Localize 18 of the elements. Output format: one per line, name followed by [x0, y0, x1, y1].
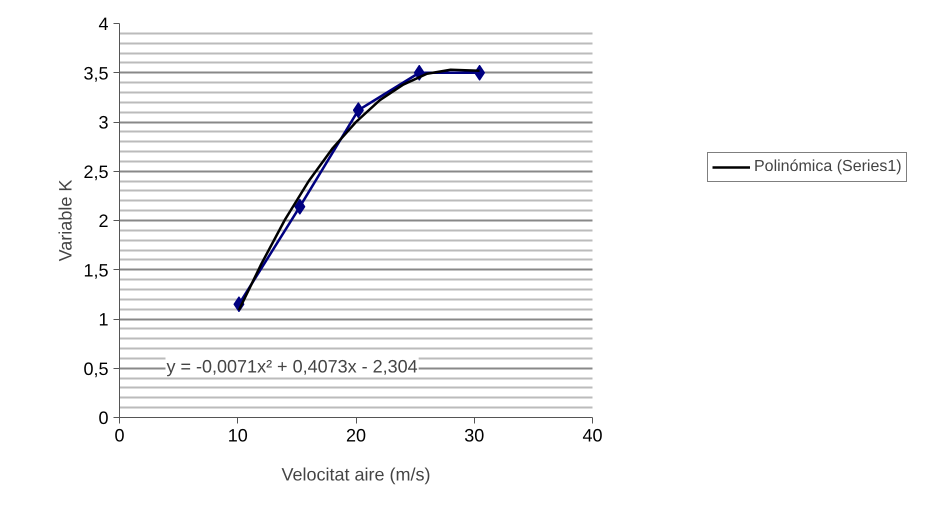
x-tick-label: 10: [228, 426, 248, 446]
y-tick-label: 1,5: [83, 260, 109, 280]
y-tick-label: 2,5: [83, 162, 109, 182]
y-tick-label: 0,5: [83, 358, 109, 379]
x-axis-title: Velocitat aire (m/s): [281, 464, 431, 484]
x-tick-label: 40: [582, 426, 603, 446]
y-tick-label: 2: [98, 211, 109, 231]
x-tick-label: 20: [346, 426, 366, 446]
x-tick-label: 30: [464, 426, 484, 446]
annotation: y = -0,0071x² + 0,4073x - 2,304: [166, 356, 418, 376]
y-axis-title: Variable K: [55, 180, 76, 262]
y-tick-label: 4: [98, 14, 109, 34]
x-tick-label: 0: [114, 426, 125, 446]
y-tick-label: 1: [98, 310, 109, 330]
y-tick-label: 0: [98, 408, 109, 428]
legend-label: Polinómica (Series1): [754, 158, 902, 176]
y-tick-label: 3,5: [83, 63, 109, 84]
y-tick-label: 3: [98, 112, 109, 132]
